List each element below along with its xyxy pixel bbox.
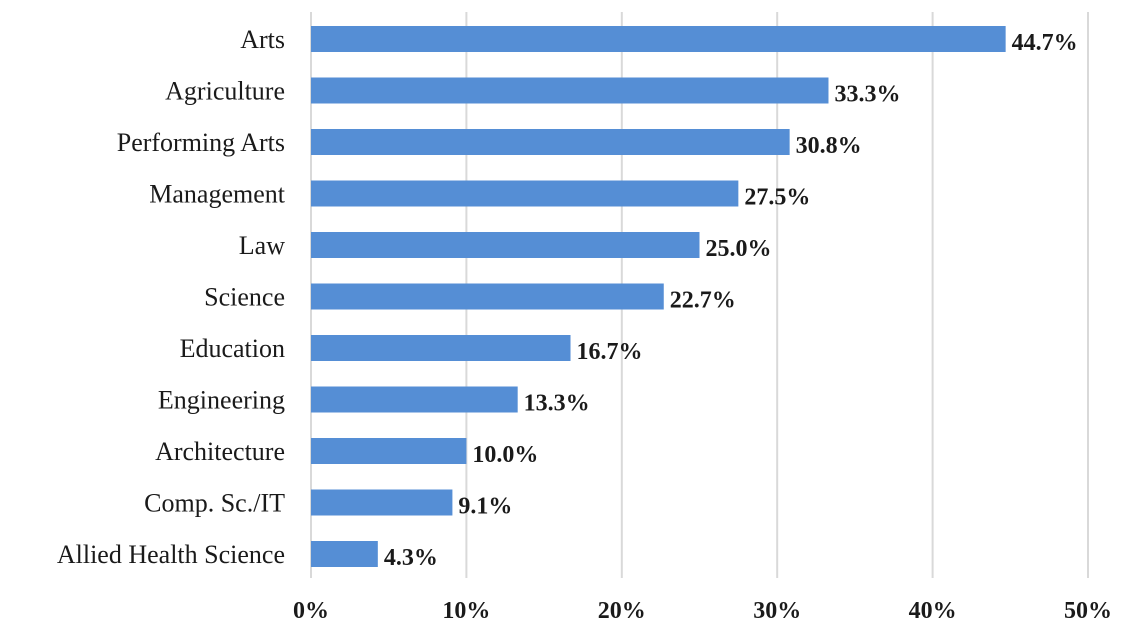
bar-performing-arts <box>311 129 790 155</box>
bar-comp-sc-it <box>311 489 453 516</box>
data-label: 9.1% <box>458 494 512 520</box>
x-tick-label: 40% <box>909 598 957 624</box>
x-axis-tick-labels: 0% 10% 20% 30% 40% 50% <box>293 598 1112 624</box>
bars <box>311 26 1006 567</box>
category-labels: Arts Agriculture Performing Arts Management… <box>57 25 286 569</box>
bar-science <box>311 283 664 310</box>
bar-architecture <box>311 438 467 464</box>
bar-agriculture <box>311 77 829 104</box>
data-label: 44.7% <box>1012 30 1078 56</box>
category-label: Management <box>149 180 286 209</box>
value-labels: 44.7% 33.3% 30.8% 27.5% 25.0% 22.7% 16.7% 13.3%… <box>384 30 1078 571</box>
bar-arts <box>311 26 1006 52</box>
bar-engineering <box>311 386 518 413</box>
bar-law <box>311 232 700 258</box>
data-label: 30.8% <box>796 133 862 159</box>
data-label: 16.7% <box>577 339 643 365</box>
category-label: Comp. Sc./IT <box>144 489 285 518</box>
data-label: 33.3% <box>834 82 900 108</box>
data-label: 25.0% <box>706 236 772 262</box>
data-label: 27.5% <box>744 185 810 211</box>
category-label: Education <box>180 334 285 363</box>
bar-allied-health-science <box>311 541 378 567</box>
category-label: Architecture <box>155 437 285 466</box>
category-label: Science <box>204 283 285 312</box>
category-label: Agriculture <box>165 77 285 106</box>
data-label: 10.0% <box>472 442 538 468</box>
x-tick-label: 20% <box>598 598 646 624</box>
category-label: Allied Health Science <box>57 540 285 569</box>
category-label: Engineering <box>158 386 285 415</box>
data-label: 13.3% <box>524 391 590 417</box>
data-label: 22.7% <box>670 288 736 314</box>
x-tick-label: 0% <box>293 598 329 624</box>
x-tick-label: 30% <box>753 598 801 624</box>
bar-management <box>311 180 739 207</box>
category-label: Arts <box>240 25 285 54</box>
data-label: 4.3% <box>384 545 438 571</box>
x-tick-label: 10% <box>442 598 490 624</box>
bar-education <box>311 335 571 361</box>
category-label: Performing Arts <box>117 128 285 157</box>
category-label: Law <box>239 231 285 260</box>
x-tick-label: 50% <box>1064 598 1112 624</box>
